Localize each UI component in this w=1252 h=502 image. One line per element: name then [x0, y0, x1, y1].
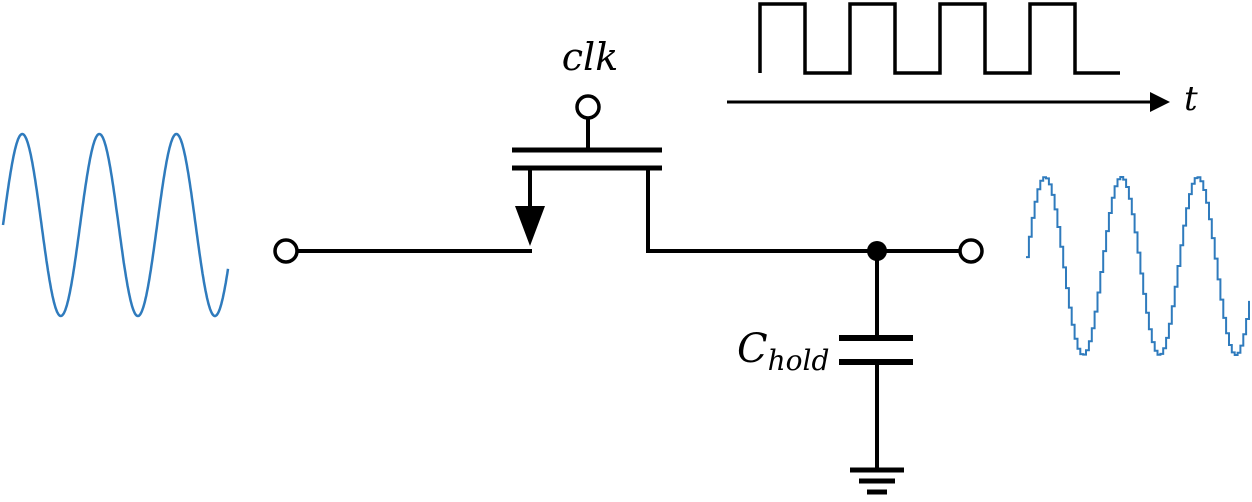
capacitor-label-subscript: hold [768, 344, 830, 377]
junction-node [867, 241, 887, 261]
gate-terminal[interactable] [575, 94, 601, 120]
ground-symbol [850, 467, 904, 495]
hold-capacitor: Chold [737, 326, 913, 377]
output-terminal[interactable] [958, 238, 984, 264]
source-arrow [515, 206, 545, 246]
capacitor-label-main: C [737, 326, 768, 372]
time-axis: t [727, 79, 1198, 119]
capacitor-label: Chold [737, 326, 829, 377]
transistor-switch [512, 94, 662, 251]
input-terminal[interactable] [273, 238, 299, 264]
circuit-wires [297, 241, 960, 470]
time-axis-arrowhead [1150, 92, 1170, 112]
clock-pulse-train [758, 2, 1120, 75]
input-sine-wave [1, 132, 230, 318]
clock-label: clk [562, 35, 618, 79]
time-axis-label: t [1184, 79, 1198, 119]
clock-waveform [758, 2, 1120, 75]
output-sampled-wave [1026, 176, 1250, 356]
